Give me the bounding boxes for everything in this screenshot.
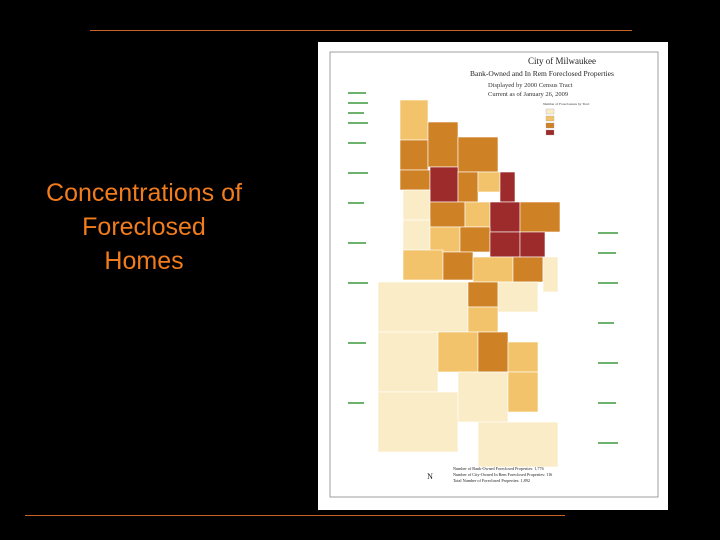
summary-line: Number of Bank-Owned Foreclosed Properti…	[453, 466, 544, 472]
map-display: Displayed by 2000 Census Tract	[488, 82, 573, 89]
title-line: Homes	[104, 247, 184, 275]
summary-line: Total Number of Foreclosed Properties: 1…	[453, 478, 530, 484]
title-line: Concentrations of	[46, 179, 242, 207]
legend-title: Number of Foreclosures by Tract	[543, 102, 589, 106]
map-subtitle: Bank-Owned and In Rem Foreclosed Propert…	[470, 69, 614, 78]
bottom-rule	[25, 515, 565, 516]
map-title: City of Milwaukee	[528, 56, 596, 66]
top-rule	[90, 30, 632, 31]
title-line: Foreclosed	[82, 213, 206, 241]
legend-swatches	[545, 108, 555, 136]
map-date: Current as of January 26, 2009	[488, 91, 568, 98]
summary-line: Number of City-Owned In Rem Foreclosed P…	[453, 472, 552, 477]
side-lists	[348, 92, 618, 444]
map-frame	[329, 51, 659, 498]
map-image: City of Milwaukee Bank-Owned and In Rem …	[318, 42, 668, 510]
north-label: N	[427, 472, 433, 481]
tracts	[377, 99, 561, 468]
slide-title: Concentrations of Foreclosed Homes	[10, 176, 278, 278]
